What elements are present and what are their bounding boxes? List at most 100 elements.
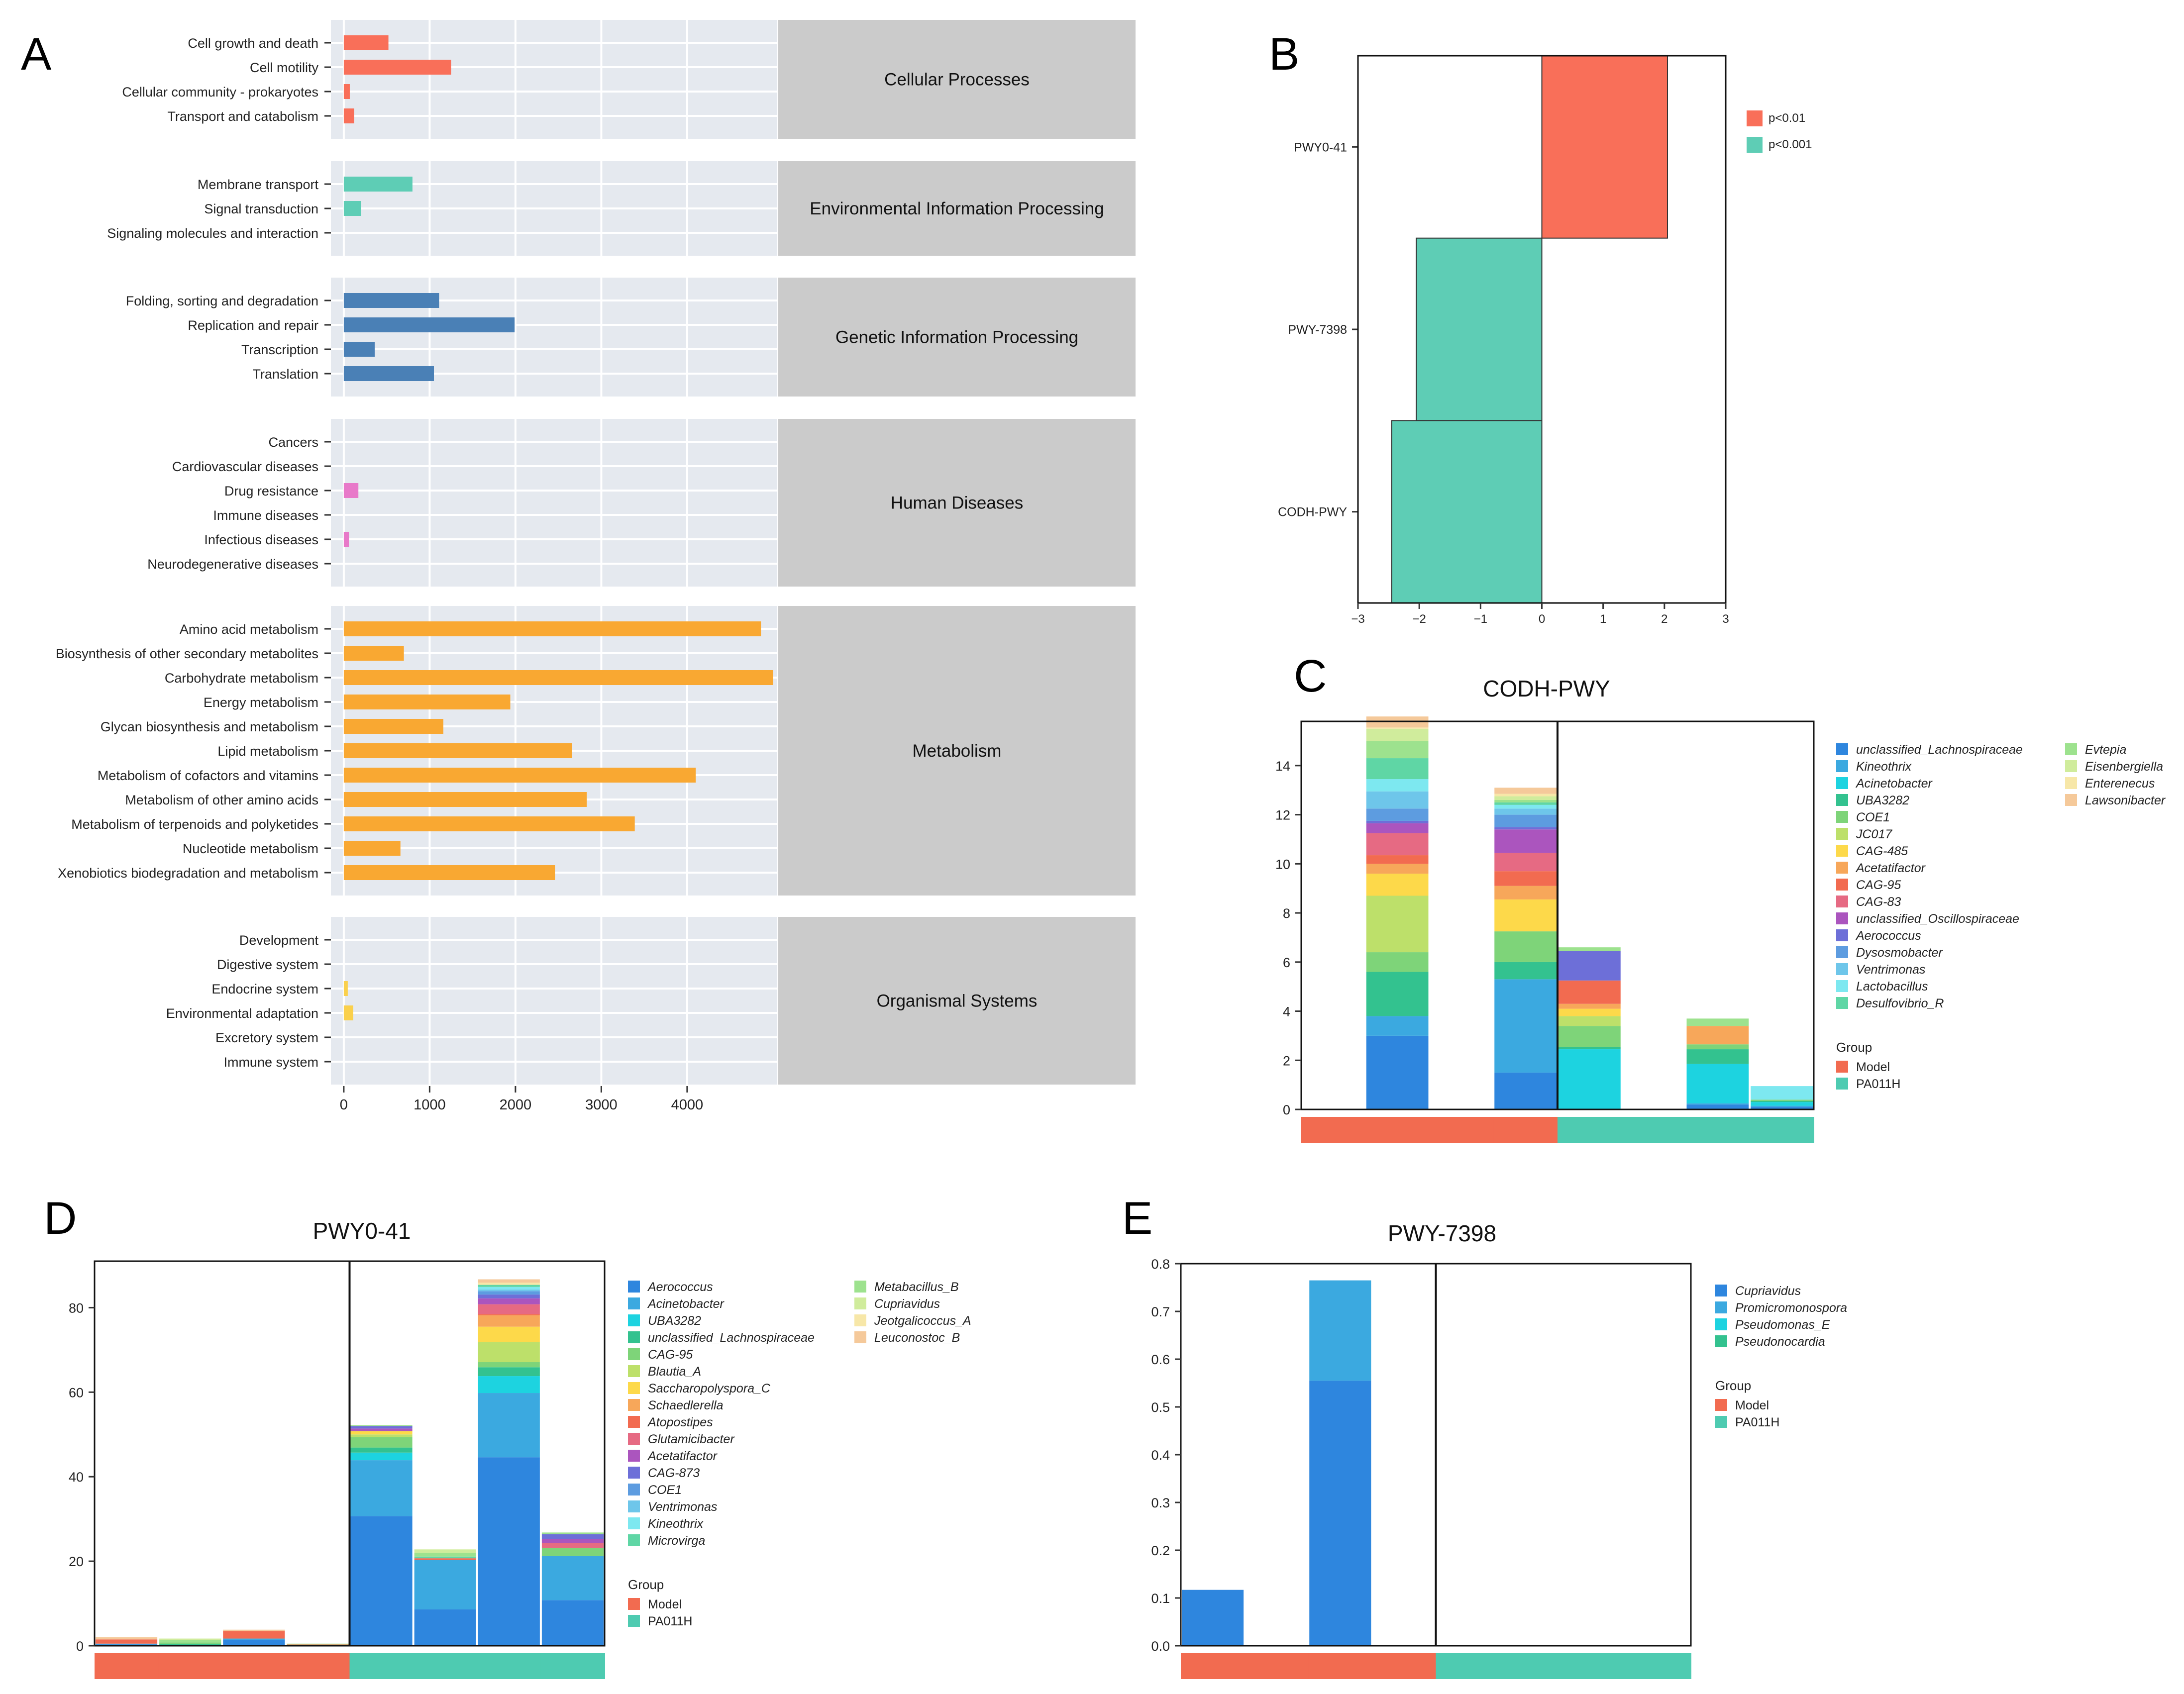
legend-swatch [1715,1285,1727,1296]
y-tick-label: 80 [69,1300,84,1315]
panel-a-y-tick-label: Energy metabolism [204,695,318,710]
stacked-bar-segment [1494,829,1557,853]
panel-a-bar [343,201,361,216]
stacked-bar-segment [223,1629,285,1631]
panel-a-group-background [331,20,777,139]
stacked-bar-segment [1366,1035,1429,1109]
stacked-bar-segment [1559,1047,1621,1050]
stacked-bar-segment [350,1426,413,1429]
group-color-strip [1301,1117,1366,1143]
legend-label: UBA3282 [648,1314,701,1328]
stacked-bar-segment [223,1640,285,1646]
panel-b-bar [1416,237,1543,421]
legend-label: unclassified_Lachnospiraceae [648,1331,815,1345]
chart-title: CODH-PWY [1483,676,1610,701]
legend-label: Pseudonocardia [1735,1335,1825,1349]
y-tick-label: 20 [69,1554,84,1569]
panel-b-legend-swatch [1747,110,1763,126]
stacked-bar-segment [1494,931,1557,962]
legend-label: Desulfovibrio_R [1856,996,1944,1010]
legend-swatch [628,1467,640,1479]
panel-b-x-tick-label: 2 [1661,612,1667,626]
legend-swatch [854,1331,866,1343]
legend-swatch [1836,997,1848,1009]
group-color-strip [1308,1653,1373,1679]
stacked-bar-segment [350,1447,413,1453]
stacked-bar-segment [1366,820,1429,823]
legend-label: UBA3282 [1856,794,1909,807]
stacked-bar-segment [414,1549,476,1553]
legend-swatch [1836,946,1848,958]
legend-label-pa011h: PA011H [1735,1415,1779,1429]
stacked-bar-segment [414,1609,476,1646]
legend-swatch [628,1534,640,1546]
panel-a-bar-chart: Cellular Processes Cell growth and death C… [56,20,1136,1113]
legend-swatch [2065,794,2077,806]
legend-label: Kineothrix [1856,760,1912,774]
legend-swatch [1836,879,1848,891]
legend-label: Glutamicibacter [648,1432,735,1446]
legend-swatch [628,1297,640,1309]
legend-swatch [628,1433,640,1445]
stacked-bar-segment [96,1643,158,1645]
stacked-bar-segment [541,1600,604,1646]
panel-a-bar [343,768,696,783]
y-tick-label: 0.4 [1151,1448,1170,1463]
legend-swatch-pa011h [628,1615,640,1627]
stacked-bar-segment [478,1393,540,1458]
legend-swatch [2065,743,2077,755]
panel-a-y-tick-label: Amino acid metabolism [180,622,318,637]
legend-swatch [628,1517,640,1529]
stacked-bar-segment [1494,827,1557,830]
stacked-bar-segment [1366,728,1429,741]
panel-e-stacked-bar-chart: PWY-7398 0.0 0.1 0.2 0.3 0.4 0.5 0.6 0.7 0.8 Cupri… [1151,1220,1847,1679]
legend-label: unclassified_Lachnospiraceae [1856,743,2023,757]
stacked-bar-segment [1366,896,1429,953]
stacked-bar-segment [1494,979,1557,1073]
panel-a-category-label: Genetic Information Processing [835,328,1078,347]
legend-label: Jeotgalicoccus_A [874,1314,971,1328]
panel-a-x-tick-label: 3000 [585,1097,618,1113]
panel-a-bar [343,108,354,123]
legend-swatch-pa011h [1715,1416,1727,1428]
panel-a-y-tick-label: Folding, sorting and degradation [126,294,318,308]
y-tick-label: 0.6 [1151,1352,1170,1367]
stacked-bar-segment [350,1452,413,1461]
group-color-strip [1181,1653,1246,1679]
panel-a-y-tick-label: Carbohydrate metabolism [165,671,318,686]
panel-a-bar [343,177,413,192]
group-color-strip [1429,1117,1494,1143]
stacked-bar-segment [1751,1100,1813,1102]
legend-label: CAG-873 [648,1466,700,1480]
stacked-bar-segment [1366,791,1429,809]
legend-swatch [1836,862,1848,874]
legend-label: Atopostipes [647,1415,713,1429]
panel-a-y-tick-label: Transport and catabolism [167,109,318,124]
panel-b-y-tick-label: PWY-7398 [1288,323,1347,337]
legend-label: unclassified_Oscillospiraceae [1856,912,2019,926]
panel-a-y-tick-label: Translation [252,367,318,382]
plot-frame [1300,720,1815,1110]
chart-title: PWY0-41 [313,1218,411,1244]
legend-label: Enterenecus [2085,777,2155,791]
panel-a-category-box [778,917,1136,1085]
panel-a-bar [343,646,404,661]
group-color-strip [477,1653,541,1679]
panel-a-bar [343,483,359,498]
stacked-bar-segment [1366,808,1429,821]
panel-a-group-background [331,419,777,587]
stacked-bar-segment [1559,947,1621,951]
y-tick-label: 8 [1283,906,1290,921]
chart-title: PWY-7398 [1388,1220,1496,1246]
legend-swatch [628,1450,640,1462]
legend-label: COE1 [1856,810,1890,824]
stacked-bar-segment [1751,1105,1813,1107]
y-tick-label: 14 [1275,759,1290,774]
panel-a-category-box [778,419,1136,587]
legend-label: JC017 [1856,827,1892,841]
group-color-strip [540,1653,605,1679]
panel-a-bar [343,670,773,685]
y-tick-label: 60 [69,1385,84,1400]
panel-a-category-label: Environmental Information Processing [810,199,1104,218]
stacked-bar-segment [478,1342,540,1363]
